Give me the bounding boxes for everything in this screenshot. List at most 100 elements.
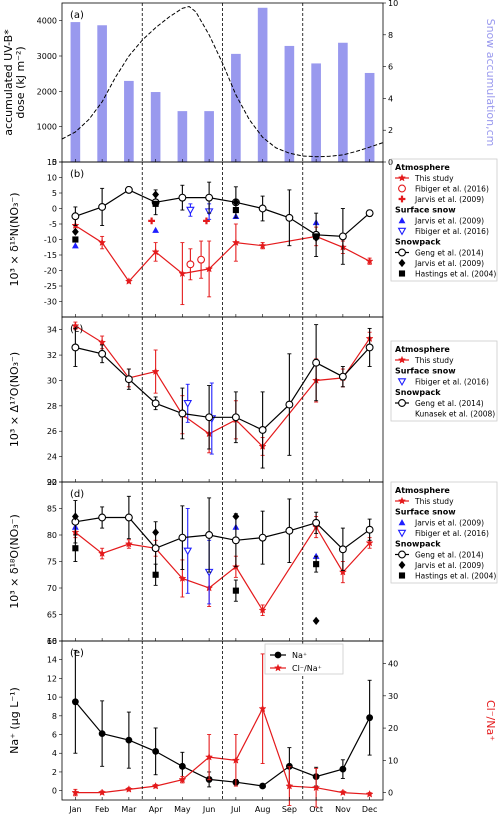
month-tick-label: Aug — [255, 805, 271, 814]
legend-marker — [397, 496, 407, 505]
month-tick-label: Sep — [282, 805, 297, 814]
data-point — [71, 212, 80, 221]
data-point — [72, 236, 79, 243]
y-axis-label: accumulated UV-B*dose (kJ m⁻²) — [2, 29, 27, 136]
data-point — [365, 538, 374, 547]
data-point — [205, 264, 214, 273]
data-point — [205, 752, 214, 761]
legend-frame — [390, 481, 498, 584]
month-tick-label: Mar — [121, 805, 137, 814]
y2-axis-label: Snow accumulation,cm — [484, 19, 497, 147]
snow-bar — [97, 25, 107, 163]
legend-marker — [398, 195, 406, 203]
data-point — [98, 788, 107, 797]
data-point — [152, 226, 160, 233]
data-point — [338, 372, 347, 381]
panel-label: (a) — [70, 10, 84, 21]
snow-bar — [257, 7, 268, 162]
data-point — [231, 413, 240, 422]
y-tick-label: 65 — [47, 611, 57, 620]
data-point — [259, 782, 267, 790]
month-axis: Jan Feb Mar Apr May Jun Jul Aug Sep Oct Nov Dec — [68, 805, 377, 814]
legend-entry: Kunasek et al. (2008) — [415, 410, 495, 419]
legend-marker — [398, 270, 406, 277]
y-tick-label: 6 — [52, 731, 57, 740]
y-tick-label: 12 — [47, 674, 57, 683]
data-point — [312, 518, 321, 527]
y-tick-label: 0 — [52, 205, 57, 214]
y-tick-label: -5 — [49, 220, 57, 229]
y2-axis-label: Cl⁻/Na⁺ — [484, 700, 497, 741]
data-point — [338, 232, 347, 241]
data-point — [98, 513, 107, 522]
data-point — [98, 549, 107, 557]
series-line — [74, 701, 371, 787]
y-tick-label: 1000 — [37, 123, 57, 132]
legend-marker — [273, 663, 283, 672]
data-point — [285, 526, 294, 535]
y-tick-label: 85 — [47, 505, 57, 514]
y-tick-label: 30 — [47, 376, 57, 385]
data-point — [258, 204, 267, 213]
y-tick-label: 75 — [47, 558, 57, 567]
data-point — [285, 400, 294, 409]
y-tick-label: 4000 — [37, 17, 57, 26]
data-point — [98, 338, 107, 346]
data-point — [71, 343, 80, 352]
data-point — [152, 200, 159, 207]
y-axis-label: Na⁺ (μg L⁻¹) — [8, 687, 21, 754]
data-point — [98, 730, 106, 737]
y-tick-label: 32 — [47, 351, 57, 360]
snow-bar — [70, 22, 81, 162]
y-tick-label: 24 — [47, 453, 57, 462]
y-tick-label: 28 — [47, 402, 57, 411]
data-point — [205, 531, 214, 539]
legend-entry: Geng et al. (2014) — [415, 551, 484, 560]
data-point — [98, 203, 107, 211]
legend-group-title: Snowpack — [395, 238, 441, 247]
y-tick-label: 0 — [52, 158, 57, 167]
data-point — [124, 185, 133, 194]
legend-marker — [398, 217, 406, 224]
legend-marker — [398, 560, 406, 570]
data-point — [231, 756, 240, 764]
legend-group-title: Atmosphere — [395, 345, 450, 354]
panel-label: (b) — [70, 169, 84, 180]
data-point — [151, 247, 160, 256]
data-point — [124, 513, 133, 522]
data-point — [258, 606, 267, 614]
data-point — [124, 785, 133, 793]
data-point — [258, 426, 267, 434]
data-point — [152, 190, 160, 199]
data-point — [285, 762, 293, 770]
data-point — [258, 241, 267, 250]
data-point — [232, 587, 239, 594]
month-tick-label: Apr — [149, 805, 164, 814]
legend-marker — [398, 550, 406, 559]
month-tick-label: Feb — [95, 805, 109, 814]
y-tick-label: 14 — [47, 656, 57, 665]
data-point — [338, 545, 347, 554]
data-point — [312, 358, 321, 367]
data-point — [313, 233, 320, 240]
legend-marker — [398, 519, 406, 526]
data-point — [365, 256, 374, 265]
data-point — [338, 567, 347, 576]
y-tick-label: 22 — [47, 478, 57, 487]
data-point — [178, 762, 186, 770]
y2-tick-label: 2 — [388, 126, 393, 135]
snow-bar — [284, 45, 295, 162]
legend-entry: Cl⁻/Na⁺ — [292, 664, 322, 673]
y-tick-label: 2000 — [37, 87, 57, 96]
legend: Atmosphere This study Fibiger et al. (2016… — [390, 158, 498, 282]
snow-bar — [338, 42, 348, 162]
legend-marker — [397, 355, 407, 364]
legend-marker — [397, 529, 407, 538]
data-point — [98, 238, 107, 247]
legend-entry: Fibiger et al. (2016) — [415, 529, 489, 538]
data-point — [178, 574, 187, 582]
y-tick-label: 34 — [47, 326, 57, 335]
data-point — [285, 781, 294, 790]
y2-tick-label: 0 — [388, 158, 393, 167]
y-tick-label: -10 — [44, 236, 57, 245]
